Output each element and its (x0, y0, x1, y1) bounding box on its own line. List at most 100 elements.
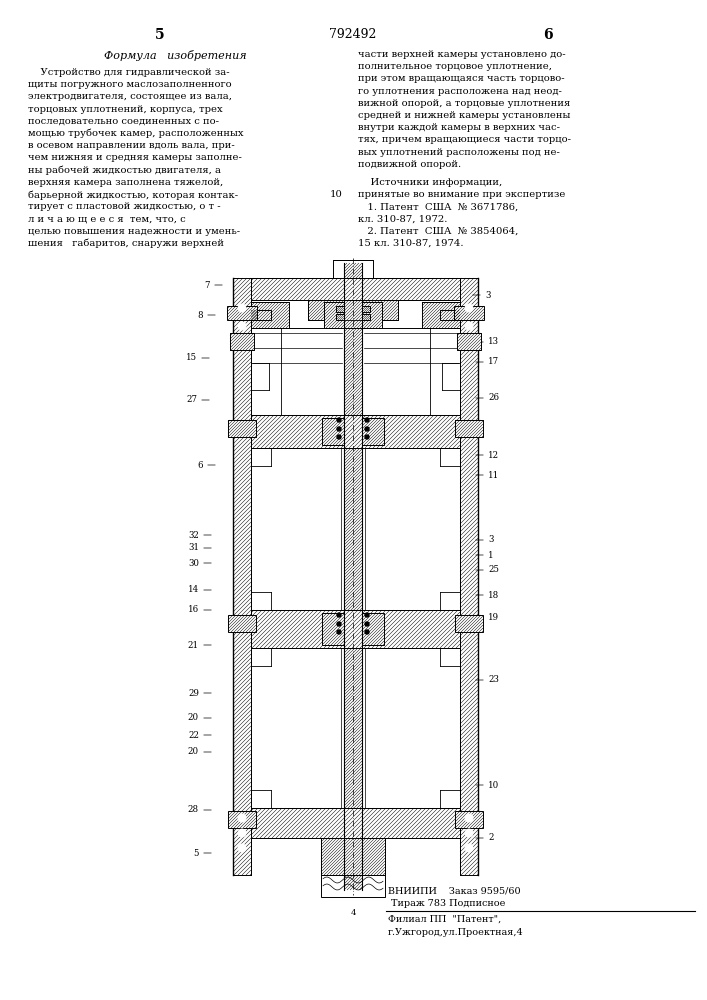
Bar (230, 333, 254, 350)
Text: 17: 17 (488, 358, 499, 366)
Bar (362, 418, 384, 445)
Text: 26: 26 (488, 393, 499, 402)
Text: г.Ужгород,ул.Проектная,4: г.Ужгород,ул.Проектная,4 (388, 928, 524, 937)
Text: 3: 3 (485, 290, 491, 300)
Text: 22: 22 (188, 730, 199, 740)
Bar (251, 610, 460, 648)
Text: 5: 5 (194, 848, 199, 857)
Text: последовательно соединенных с по-: последовательно соединенных с по- (28, 117, 219, 126)
Text: 792492: 792492 (329, 28, 377, 41)
Text: 15: 15 (186, 354, 197, 362)
Text: 13: 13 (488, 338, 499, 347)
Bar (251, 808, 460, 838)
Text: шения   габаритов, снаружи верхней: шения габаритов, снаружи верхней (28, 239, 224, 248)
Circle shape (337, 622, 341, 626)
Text: ВНИИПИ    Заказ 9595/60: ВНИИПИ Заказ 9595/60 (388, 886, 520, 895)
Bar (233, 278, 251, 875)
Text: л и ч а ю щ е е с я  тем, что, с: л и ч а ю щ е е с я тем, что, с (28, 214, 186, 223)
Circle shape (365, 427, 369, 431)
Circle shape (365, 613, 369, 617)
Bar (228, 420, 256, 437)
Circle shape (337, 630, 341, 634)
Text: 12: 12 (488, 450, 499, 460)
Text: 27: 27 (186, 395, 197, 404)
Text: щиты погружного маслозаполненного: щиты погружного маслозаполненного (28, 80, 232, 89)
Text: при этом вращающаяся часть торцово-: при этом вращающаяся часть торцово- (358, 74, 565, 83)
Text: 3: 3 (488, 536, 493, 544)
Text: внутри каждой камеры в верхних час-: внутри каждой камеры в верхних час- (358, 123, 560, 132)
Circle shape (465, 322, 473, 330)
Text: 7: 7 (204, 280, 210, 290)
Text: принятые во внимание при экспертизе: принятые во внимание при экспертизе (358, 190, 566, 199)
Text: 20: 20 (188, 714, 199, 722)
Text: кл. 310-87, 1972.: кл. 310-87, 1972. (358, 215, 448, 224)
Text: Формула   изобретения: Формула изобретения (104, 50, 246, 61)
Bar (362, 314, 370, 320)
Text: в осевом направлении вдоль вала, при-: в осевом направлении вдоль вала, при- (28, 141, 235, 150)
Bar (455, 811, 483, 828)
Bar (440, 310, 460, 320)
Text: части верхней камеры установлено до-: части верхней камеры установлено до- (358, 50, 566, 59)
Text: 1. Патент  США  № 3671786,: 1. Патент США № 3671786, (358, 202, 518, 211)
Text: вижной опорой, а торцовые уплотнения: вижной опорой, а торцовые уплотнения (358, 99, 571, 108)
Text: 19: 19 (488, 613, 499, 622)
Text: верхняя камера заполнена тяжелой,: верхняя камера заполнена тяжелой, (28, 178, 223, 187)
Circle shape (238, 844, 246, 852)
Text: чем нижняя и средняя камеры заполне-: чем нижняя и средняя камеры заполне- (28, 153, 242, 162)
Bar (333, 260, 373, 278)
Text: 11: 11 (488, 471, 499, 480)
Bar (362, 300, 398, 320)
Text: 4: 4 (350, 909, 356, 917)
Text: 29: 29 (188, 688, 199, 698)
Text: Тираж 783 Подписное: Тираж 783 Подписное (388, 899, 506, 908)
Text: 6: 6 (197, 460, 203, 470)
Text: мощью трубочек камер, расположенных: мощью трубочек камер, расположенных (28, 129, 243, 138)
Text: 20: 20 (188, 748, 199, 756)
Bar (454, 306, 484, 320)
Text: 25: 25 (488, 566, 499, 574)
Bar (321, 875, 385, 897)
Bar (228, 615, 256, 632)
Circle shape (337, 435, 341, 439)
Text: 10: 10 (330, 190, 343, 199)
Text: 6: 6 (543, 28, 553, 42)
Text: целью повышения надежности и умень-: целью повышения надежности и умень- (28, 227, 240, 236)
Text: 8: 8 (197, 310, 203, 320)
Text: Филиал ПП  "Патент",: Филиал ПП "Патент", (388, 915, 501, 924)
Bar (251, 310, 271, 320)
Text: Источники информации,: Источники информации, (358, 178, 502, 187)
Text: вых уплотнений расположены под не-: вых уплотнений расположены под не- (358, 148, 560, 157)
Text: подвижной опорой.: подвижной опорой. (358, 160, 461, 169)
Text: 15 кл. 310-87, 1974.: 15 кл. 310-87, 1974. (358, 239, 464, 248)
Bar (430, 328, 460, 415)
Text: 31: 31 (188, 544, 199, 552)
Bar (362, 302, 382, 328)
Circle shape (238, 814, 246, 822)
Circle shape (238, 304, 246, 312)
Text: 2. Патент  США  № 3854064,: 2. Патент США № 3854064, (358, 227, 518, 236)
Circle shape (465, 829, 473, 837)
Text: 5: 5 (156, 28, 165, 42)
Circle shape (365, 435, 369, 439)
Bar (460, 278, 478, 875)
Text: тях, причем вращающиеся части торцо-: тях, причем вращающиеся части торцо- (358, 135, 571, 144)
Text: торцовых уплотнений, корпуса, трех: торцовых уплотнений, корпуса, трех (28, 105, 223, 114)
Bar (251, 302, 289, 328)
Text: Устройство для гидравлической за-: Устройство для гидравлической за- (28, 68, 230, 77)
Circle shape (337, 427, 341, 431)
Circle shape (337, 418, 341, 422)
Bar (227, 306, 257, 320)
Bar (308, 300, 344, 320)
Circle shape (337, 613, 341, 617)
Bar (336, 314, 344, 320)
Bar (422, 302, 460, 328)
Bar (457, 333, 481, 350)
Circle shape (238, 829, 246, 837)
Text: 18: 18 (488, 590, 499, 599)
Circle shape (465, 844, 473, 852)
Circle shape (365, 630, 369, 634)
Text: 1: 1 (488, 550, 493, 560)
Bar (251, 328, 281, 415)
Bar (455, 615, 483, 632)
Bar (344, 263, 362, 890)
